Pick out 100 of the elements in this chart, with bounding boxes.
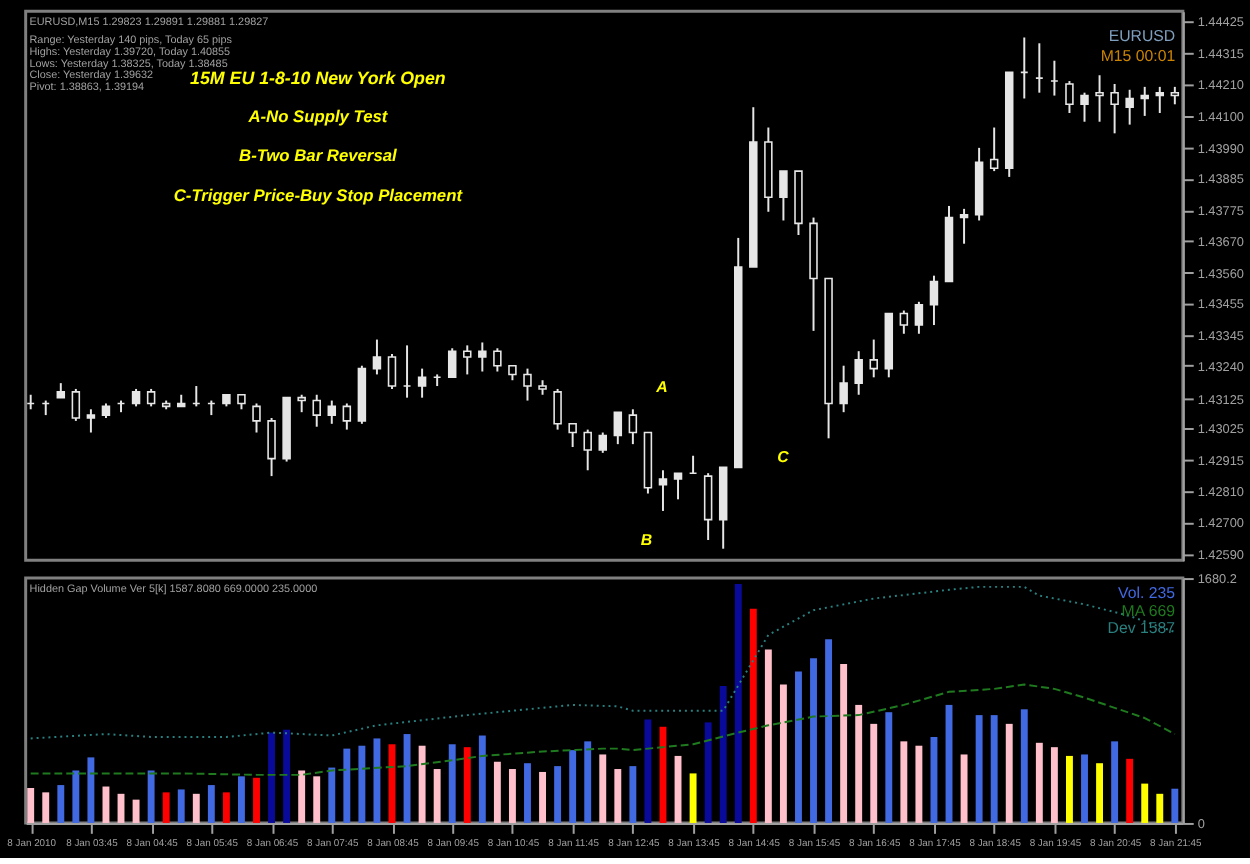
candlestick <box>839 364 848 414</box>
bar <box>825 639 833 823</box>
candlestick <box>568 422 577 449</box>
bar <box>192 793 200 823</box>
bar <box>584 741 592 823</box>
candlestick <box>1080 91 1089 123</box>
annotation: EURUSD <box>1108 26 1176 45</box>
bar <box>855 704 863 823</box>
candlestick <box>989 126 999 173</box>
bar <box>1020 709 1028 823</box>
bar <box>1171 788 1179 823</box>
bar <box>328 767 336 823</box>
bar <box>508 769 516 823</box>
text: Vol. 235 <box>1118 583 1177 602</box>
candlestick <box>478 341 487 373</box>
bar <box>779 684 787 823</box>
candlestick <box>929 274 939 327</box>
bar <box>418 745 426 823</box>
bar <box>1111 741 1119 823</box>
bar <box>57 785 65 823</box>
bar <box>569 750 577 823</box>
candlestick <box>779 170 788 222</box>
candlestick <box>447 347 457 379</box>
bar <box>915 745 923 823</box>
bar <box>990 715 998 823</box>
annotation: C <box>777 447 790 466</box>
bar <box>900 741 908 823</box>
bar <box>313 776 321 823</box>
candlestick <box>267 417 276 478</box>
candlestick <box>583 428 592 472</box>
bar <box>554 766 562 823</box>
line-series <box>29 683 1176 776</box>
bar <box>1081 754 1088 823</box>
bar <box>298 770 306 823</box>
candlestick <box>628 408 638 446</box>
bar <box>433 769 441 823</box>
bar <box>704 722 712 823</box>
bar <box>524 763 531 823</box>
bar <box>403 734 411 823</box>
candlestick <box>1065 80 1074 114</box>
bar <box>207 785 215 823</box>
bar <box>614 769 622 823</box>
bar <box>132 799 140 823</box>
candlestick <box>86 408 96 434</box>
bar <box>975 715 983 823</box>
bar <box>539 771 546 823</box>
bar <box>1005 723 1013 823</box>
series-label: Dev 1587 <box>1107 619 1175 638</box>
candlestick <box>387 353 397 390</box>
bar <box>238 776 245 823</box>
bar <box>478 735 486 823</box>
bar <box>1050 747 1058 823</box>
candlestick <box>869 338 878 379</box>
text: 15M EU 1-8-10 New York Open <box>190 68 447 89</box>
bar <box>283 729 291 823</box>
candlestick <box>1095 74 1104 123</box>
bar <box>373 738 381 823</box>
candlestick <box>658 469 668 512</box>
candlestick <box>1125 88 1134 126</box>
candlestick <box>327 399 337 425</box>
annotation: A-No Supply Test <box>246 105 390 126</box>
bar <box>358 745 366 823</box>
candlestick <box>493 347 502 373</box>
bar <box>1035 742 1043 823</box>
candlestick <box>463 344 472 376</box>
candlestick <box>598 431 608 454</box>
candlestick <box>854 350 863 396</box>
bar <box>493 761 501 823</box>
bar <box>629 766 637 823</box>
bar <box>644 719 652 823</box>
bar <box>72 770 80 823</box>
candlestick <box>673 472 683 501</box>
candlestick <box>703 472 713 541</box>
candlestick <box>312 393 321 428</box>
bar <box>885 712 893 823</box>
bar <box>734 583 742 823</box>
candlestick <box>899 309 909 335</box>
candlestick <box>372 338 382 376</box>
bar <box>253 777 260 823</box>
bar <box>810 658 817 823</box>
candlestick <box>613 411 623 446</box>
bar <box>960 754 968 823</box>
bar <box>27 787 35 823</box>
bar <box>162 792 170 823</box>
bar <box>689 773 697 823</box>
annotation: C-Trigger Price-Buy Stop Placement <box>173 184 465 205</box>
text: MA 669 <box>1121 601 1175 620</box>
bar <box>1126 758 1134 823</box>
bar <box>268 732 276 823</box>
bar <box>795 671 802 823</box>
bar <box>599 754 607 823</box>
annotation: B <box>640 530 653 549</box>
candlestick <box>252 402 261 434</box>
candlestick <box>523 367 532 402</box>
bar <box>343 748 351 823</box>
candlestick <box>417 367 427 399</box>
bar <box>222 792 230 823</box>
candlestick <box>342 402 352 431</box>
candlestick <box>1110 82 1119 135</box>
bar <box>42 792 50 823</box>
